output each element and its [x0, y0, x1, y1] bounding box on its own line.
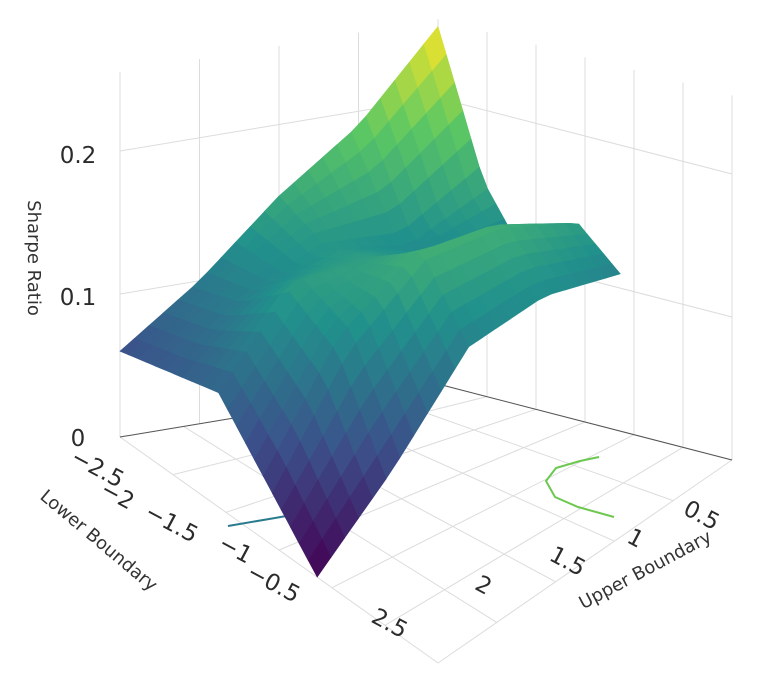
floor-grid-line: [437, 459, 733, 664]
y-axis-title: Lower Boundary: [36, 486, 162, 596]
x-tick-label: 2: [471, 571, 496, 601]
z-tick-label: 0.2: [60, 143, 97, 169]
y-tick-label: 2.5: [367, 604, 412, 644]
floor-layer: [119, 383, 733, 664]
x-axis-title: Upper Boundary: [576, 526, 716, 614]
x-tick-label: 1: [623, 524, 648, 554]
x-tick-label: 1.5: [545, 542, 590, 582]
surface-layer: [119, 25, 621, 578]
surface-cell: [307, 538, 332, 578]
z-axis-title: Sharpe Ratio: [23, 200, 44, 316]
x-axis-line: [437, 383, 733, 461]
z-tick-label: 0: [71, 426, 86, 452]
y-tick-label: −0.5: [243, 559, 305, 608]
floor-grid-line: [119, 436, 439, 664]
contour-line: [544, 456, 615, 518]
z-tick-label: 0.1: [60, 285, 97, 311]
floor-grid-line: [384, 446, 684, 626]
y-tick-label: −1: [214, 530, 256, 569]
y-tick-label: −1.5: [141, 499, 203, 548]
